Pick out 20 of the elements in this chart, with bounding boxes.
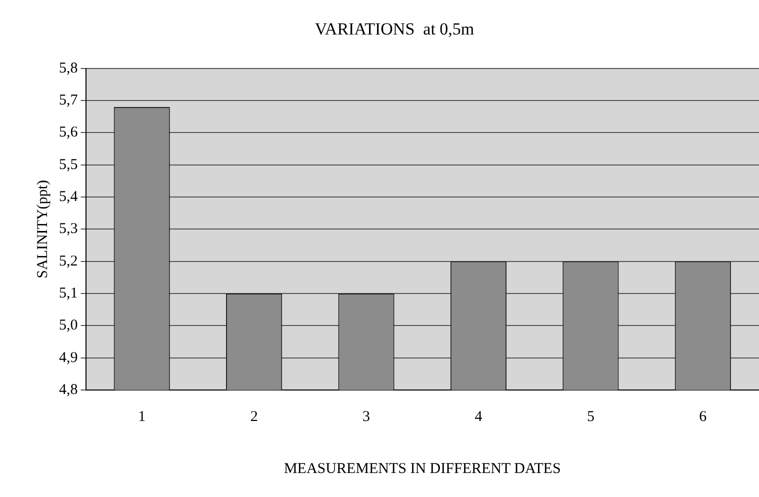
y-tick-label: 5,0 [59,318,78,334]
chart-title: VARIATIONS at 0,5m [314,20,474,39]
y-tick-label: 5,8 [59,60,78,76]
y-axis-title: SALINITY(ppt) [34,180,51,278]
y-tick-label: 5,4 [59,188,78,205]
y-tick-label: 5,1 [59,285,78,302]
y-tick-label: 5,7 [59,92,78,108]
x-tick-label: 2 [250,408,258,425]
y-tick-label: 5,2 [59,253,78,270]
x-tick-label: 4 [474,408,483,425]
y-tick-label: 5,5 [59,156,78,173]
x-tick-label: 6 [699,408,708,425]
y-tick-label: 5,3 [59,221,78,238]
x-tick-label: 1 [138,408,146,425]
y-tick-label: 4,9 [59,350,78,366]
y-tick-label: 5,6 [59,124,78,141]
y-tick-label: 4,8 [59,382,78,398]
x-axis-title: MEASUREMENTS IN DIFFERENT DATES [284,460,561,477]
x-tick-label: 3 [362,408,370,425]
x-tick-label: 5 [586,408,594,425]
